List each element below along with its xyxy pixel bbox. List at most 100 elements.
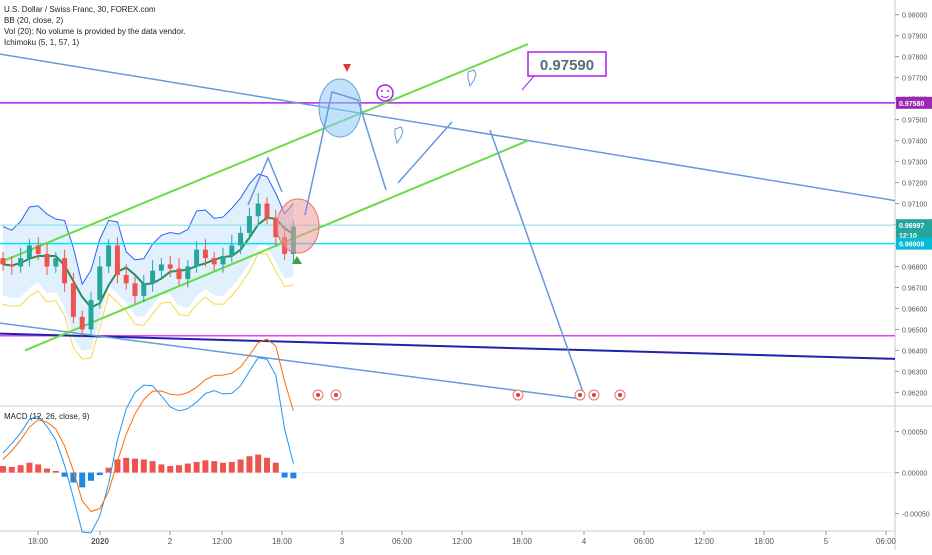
price-tick-label: 0.97200 <box>902 181 927 188</box>
price-tick-label: 0.97800 <box>902 55 927 62</box>
price-tick-label: 0.97400 <box>902 139 927 146</box>
macd-histogram-bar <box>290 472 297 479</box>
macd-histogram-bar <box>79 472 86 488</box>
hand-pointer-icon <box>394 126 404 145</box>
price-tick-label: 0.97700 <box>902 76 927 83</box>
candle-body <box>62 258 68 284</box>
forecast-path-3 <box>397 121 453 184</box>
annotations: 0.97590 <box>247 51 626 401</box>
legend-bb: BB (20, close, 2) <box>4 16 64 25</box>
macd-histogram-bar <box>17 465 24 473</box>
arrow-up-marker <box>292 256 302 264</box>
callout-text: 0.97590 <box>540 57 594 74</box>
event-flag-dot <box>592 393 596 397</box>
candle-body <box>132 283 138 296</box>
time-tick-label: 18:00 <box>28 537 49 546</box>
trendline-blue-lower <box>0 322 581 400</box>
price-tick-label: 0.97500 <box>902 118 927 125</box>
price-label-text: 0.96909 <box>899 242 924 249</box>
legend-ichimoku: Ichimoku (5, 1, 57, 1) <box>4 38 80 47</box>
candle-body <box>202 249 208 259</box>
price-label-text: 0.96997 <box>899 223 924 230</box>
candle-body <box>264 203 270 219</box>
macd-histogram-bar <box>220 462 226 473</box>
macd-tick-label: -0.00050 <box>902 512 930 519</box>
candle-body <box>158 264 164 271</box>
candle-body <box>176 268 182 280</box>
time-axis: 18:00 2020 2 12:00 18:00 3 06:00 12:00 18:00 4 06:… <box>28 531 897 546</box>
macd-histogram-bar <box>61 472 68 477</box>
macd-histogram-bar <box>193 461 200 473</box>
candle-body <box>26 245 32 259</box>
candle-body <box>211 258 217 265</box>
time-tick-label: 2 <box>168 537 173 546</box>
time-tick-label: 18:00 <box>512 537 533 546</box>
candle-body <box>123 274 129 284</box>
price-tick-label: 0.97300 <box>902 160 927 167</box>
macd-histogram-bar <box>70 472 77 483</box>
candle-body <box>150 270 156 284</box>
price-tick-label: 0.96500 <box>902 327 927 334</box>
event-flag-dot <box>618 393 622 397</box>
macd-pane <box>0 338 895 534</box>
macd-line <box>2 357 294 534</box>
price-label-box <box>896 237 932 250</box>
candle-body <box>229 245 235 257</box>
macd-histogram-bar <box>140 459 147 473</box>
forecast-path-1 <box>247 156 283 206</box>
macd-histogram-bar <box>123 457 130 473</box>
candle-body <box>35 245 41 254</box>
price-axis: 0.980000.979000.978000.977000.976000.975… <box>895 13 932 519</box>
price-tick-label: 0.96800 <box>902 265 927 272</box>
macd-histogram-bar <box>52 470 59 473</box>
price-label-box <box>896 219 932 232</box>
time-tick-label: 12:00 <box>452 537 473 546</box>
candle-body <box>114 245 120 275</box>
candle-body <box>44 253 50 267</box>
macd-legend: MACD (12, 26, close, 9) <box>4 412 90 421</box>
macd-histogram-bar <box>158 464 165 473</box>
candle-body <box>9 264 15 267</box>
candle-body <box>185 266 191 280</box>
macd-histogram-bar <box>246 456 253 473</box>
price-label-text: 0.97580 <box>899 101 924 108</box>
bb-upper <box>2 173 294 286</box>
candle-body <box>220 256 226 265</box>
event-flag-dot <box>334 393 338 397</box>
macd-histogram-bar <box>8 466 15 473</box>
event-flag-dot <box>516 393 520 397</box>
price-label-box <box>896 96 932 109</box>
price-tick-label: 0.96700 <box>902 285 927 292</box>
candle-body <box>141 283 147 296</box>
smiley-eye <box>387 90 389 92</box>
price-tick-label: 0.98000 <box>902 13 927 20</box>
macd-histogram-bar <box>105 467 112 473</box>
signal-line <box>2 338 294 513</box>
time-tick-label: 3 <box>340 537 345 546</box>
macd-histogram-bar <box>228 461 235 473</box>
macd-tick-label: 0.00050 <box>902 430 927 437</box>
time-tick-label: 12:00 <box>694 537 715 546</box>
price-tick-label: 0.96200 <box>902 390 927 397</box>
candle-body <box>70 283 76 317</box>
macd-histogram-bar <box>281 472 288 478</box>
time-tick-label: 12:00 <box>212 537 233 546</box>
time-tick-label: 5 <box>824 537 829 546</box>
macd-tick-label: 0.00000 <box>902 471 927 478</box>
candle-body <box>0 258 6 265</box>
drawn-lines <box>0 43 896 400</box>
macd-histogram-bar <box>44 468 50 473</box>
highlight-circle-red <box>276 198 320 254</box>
macd-histogram-bar <box>184 463 191 473</box>
macd-histogram-bar <box>114 459 121 473</box>
candle-body <box>167 264 173 269</box>
time-tick-label: 18:00 <box>272 537 293 546</box>
callout-pointer <box>521 75 535 91</box>
macd-histogram-bar <box>35 464 42 473</box>
candle-body <box>255 203 261 217</box>
macd-histogram-bar <box>237 459 244 473</box>
arrow-down-marker <box>343 64 351 72</box>
time-tick-label: 06:00 <box>392 537 413 546</box>
